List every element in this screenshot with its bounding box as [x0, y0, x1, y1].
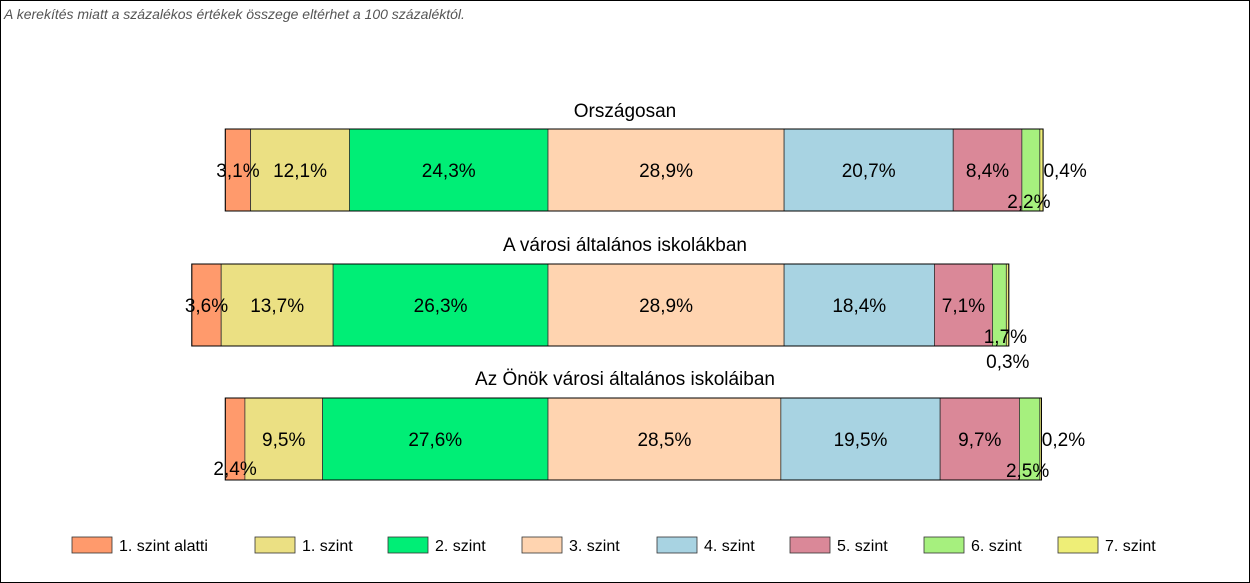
data-label: 9,7% — [958, 430, 1001, 451]
data-label: 2,5% — [1006, 461, 1049, 482]
data-label: 1,7% — [984, 327, 1027, 348]
rounding-note: A kerekítés miatt a százalékos értékek ö… — [4, 6, 465, 22]
legend-entry: 7. szint — [1105, 538, 1156, 555]
legend-swatch — [71, 536, 113, 554]
bar-segment — [783, 128, 954, 212]
data-label: 0,4% — [1043, 161, 1086, 182]
legend-entry: 2. szint — [435, 538, 486, 555]
legend-swatch — [923, 536, 965, 554]
legend-entry: 6. szint — [971, 538, 1022, 555]
bar-segment — [934, 263, 993, 347]
bar-segment — [349, 128, 549, 212]
data-label: 27,6% — [408, 430, 462, 451]
bar-segment — [322, 397, 549, 481]
data-label: 3,1% — [216, 161, 259, 182]
bar-outline — [224, 397, 1042, 481]
data-label: 7,1% — [942, 296, 985, 317]
group-title: Az Önök városi általános iskoláiban — [475, 369, 775, 390]
bar-segment — [547, 263, 785, 347]
data-label: 28,5% — [637, 430, 691, 451]
data-label: 2,4% — [213, 459, 256, 480]
bar-outline — [224, 128, 1044, 212]
legend-swatch — [254, 536, 296, 554]
data-label: 18,4% — [832, 296, 886, 317]
data-label: 0,2% — [1042, 430, 1085, 451]
legend-entry: 5. szint — [837, 538, 888, 555]
legend-entry: 1. szint — [302, 538, 353, 555]
data-label: 12,1% — [273, 161, 327, 182]
bar-segment — [220, 263, 334, 347]
group-title: A városi általános iskolákban — [503, 235, 747, 256]
legend-entry: 1. szint alatti — [119, 538, 208, 555]
bar-segment — [547, 397, 782, 481]
bar-segment — [783, 263, 935, 347]
bar-outline — [191, 263, 1010, 347]
data-label: 24,3% — [422, 161, 476, 182]
group-title: Országosan — [574, 101, 676, 122]
legend-swatch — [521, 536, 563, 554]
bar-segment — [780, 397, 941, 481]
data-label: 9,5% — [262, 430, 305, 451]
legend-entry: 4. szint — [704, 538, 755, 555]
data-label: 13,7% — [250, 296, 304, 317]
data-label: 2,2% — [1007, 192, 1050, 213]
legend-swatch — [656, 536, 698, 554]
data-label: 3,6% — [185, 296, 228, 317]
data-label: 0,3% — [986, 352, 1029, 373]
bar-segment — [952, 128, 1023, 212]
bar-segment — [191, 263, 222, 347]
data-label: 20,7% — [842, 161, 896, 182]
data-label: 28,9% — [639, 161, 693, 182]
data-label: 19,5% — [834, 430, 888, 451]
legend-entry: 3. szint — [569, 538, 620, 555]
data-label: 8,4% — [966, 161, 1009, 182]
legend-swatch — [789, 536, 831, 554]
legend-swatch — [387, 536, 429, 554]
data-label: 26,3% — [414, 296, 468, 317]
bar-segment — [939, 397, 1020, 481]
legend-swatch — [1057, 536, 1099, 554]
data-label: 28,9% — [639, 296, 693, 317]
